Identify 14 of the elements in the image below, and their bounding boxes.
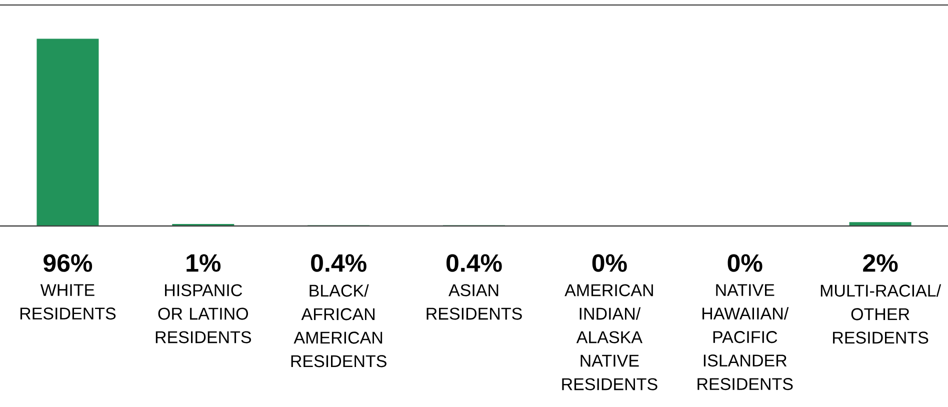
data-label: 2% xyxy=(863,254,898,272)
data-label: 0.4% xyxy=(311,254,366,272)
x-tick-label: WHITE RESIDENTS xyxy=(20,284,116,320)
data-label: 0% xyxy=(592,254,627,272)
data-label: 96% xyxy=(44,254,92,272)
data-label: 0% xyxy=(728,254,762,272)
data-label: 0.4% xyxy=(446,254,502,272)
x-tick-label: HISPANIC OR LATINO RESIDENTS xyxy=(156,284,252,344)
x-tick-label: NATIVE HAWAIIAN/ PACIFIC ISLANDER RESIDENTS xyxy=(698,284,793,390)
x-tick-label: AMERICAN INDIAN/ ALASKA NATIVE RESIDENTS xyxy=(562,284,658,390)
x-tick-label: MULTI-RACIAL/ OTHER RESIDENTS xyxy=(820,284,942,344)
data-label: 1% xyxy=(186,254,221,272)
x-tick-label: BLACK/ AFRICAN AMERICAN RESIDENTS xyxy=(291,284,386,368)
x-tick-label: ASIAN RESIDENTS xyxy=(426,284,522,320)
